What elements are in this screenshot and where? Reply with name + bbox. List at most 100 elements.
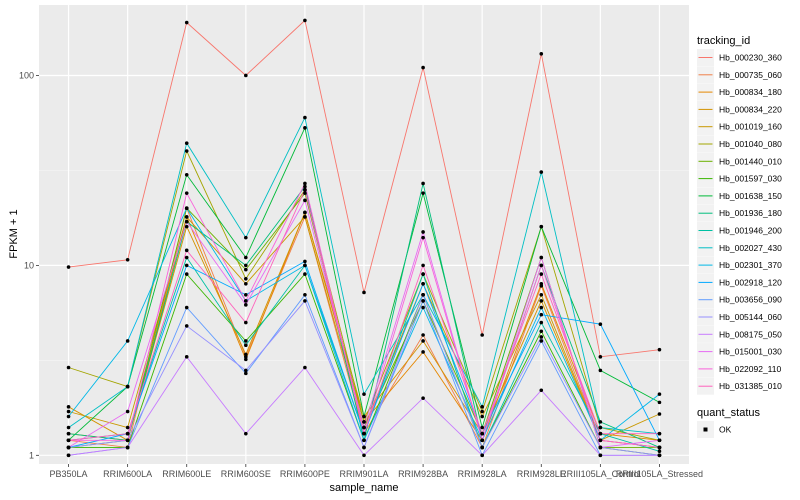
x-tick-label: RRIM928LA — [458, 469, 507, 479]
data-point-Hb_000834_220 — [184, 224, 189, 229]
data-point-Hb_015001_030 — [598, 445, 603, 450]
data-point-Hb_000230_360 — [244, 73, 248, 78]
x-axis-title: sample_name — [329, 482, 398, 494]
legend-label-Hb_031385_010: Hb_031385_010 — [719, 381, 782, 391]
data-point-Hb_022092_110 — [421, 235, 425, 240]
data-point-Hb_000230_360 — [125, 258, 130, 262]
data-point-Hb_031385_010 — [184, 248, 189, 253]
legend-label-Hb_001638_150: Hb_001638_150 — [719, 191, 782, 201]
data-point-Hb_001440_010 — [244, 267, 248, 272]
data-point-Hb_001946_200 — [244, 343, 248, 347]
data-point-Hb_002301_370 — [539, 305, 544, 310]
legend-items: Hb_000230_360 Hb_000735_060 Hb_000834_180 H… — [697, 49, 782, 395]
data-point-Hb_001936_180 — [421, 181, 425, 186]
data-point-Hb_008175_050 — [598, 453, 603, 458]
x-tick-label: RRIM600SE — [221, 469, 271, 479]
data-point-Hb_002301_370 — [184, 206, 189, 211]
data-point-Hb_002027_430 — [125, 384, 130, 389]
legend-label-Hb_008175_050: Hb_008175_050 — [719, 329, 782, 339]
legend-label-Hb_002918_120: Hb_002918_120 — [719, 277, 782, 287]
data-point-Hb_031385_010 — [244, 320, 248, 325]
legend-label-Hb_000834_220: Hb_000834_220 — [719, 104, 782, 114]
data-point-Hb_008175_050 — [362, 453, 366, 458]
data-point-Hb_022092_110 — [244, 299, 248, 303]
legend-label-Hb_022092_110: Hb_022092_110 — [719, 364, 782, 374]
x-tick-label: RRIM600LE — [162, 469, 211, 479]
data-point-Hb_002027_430 — [244, 235, 248, 240]
data-point-Hb_000230_360 — [480, 333, 484, 337]
legend: tracking_id Hb_000230_360Hb_000735_060Hb… — [697, 35, 782, 438]
data-point-Hb_000834_180 — [421, 350, 425, 354]
data-point-Hb_001638_150 — [539, 224, 544, 229]
data-point-Hb_015001_030 — [244, 303, 248, 307]
data-point-Hb_031385_010 — [421, 263, 425, 268]
legend-label-Hb_001019_160: Hb_001019_160 — [719, 122, 782, 132]
data-point-Hb_002918_120 — [244, 293, 248, 297]
data-point-Hb_003656_090 — [421, 299, 425, 303]
data-point-Hb_015001_030 — [125, 409, 130, 414]
data-point-Hb_000735_060 — [421, 333, 425, 337]
data-point-Hb_002301_370 — [421, 305, 425, 310]
data-point-Hb_000834_180 — [244, 357, 248, 362]
data-point-Hb_031385_010 — [362, 431, 366, 436]
data-point-Hb_001638_150 — [480, 425, 484, 430]
data-point-Hb_000230_360 — [303, 18, 307, 23]
data-point-Hb_003656_090 — [539, 339, 544, 343]
data-point-Hb_001946_200 — [539, 320, 544, 325]
data-point-Hb_008175_050 — [539, 388, 544, 393]
data-point-Hb_001638_150 — [244, 255, 248, 260]
x-tick-label: RRIII105LA_Stressed — [616, 469, 703, 479]
legend-label-Hb_001597_030: Hb_001597_030 — [719, 174, 782, 184]
data-point-Hb_031385_010 — [598, 431, 603, 436]
data-point-Hb_001638_150 — [657, 400, 662, 405]
data-point-Hb_015001_030 — [184, 219, 189, 224]
x-tick-label: RRIII105LA_Control — [560, 469, 641, 479]
data-point-Hb_000834_220 — [303, 210, 307, 215]
data-point-Hb_002027_430 — [362, 392, 366, 396]
data-point-Hb_002301_370 — [125, 339, 130, 343]
data-point-Hb_001597_030 — [539, 329, 544, 334]
data-point-Hb_022092_110 — [480, 438, 484, 443]
data-point-Hb_031385_010 — [480, 431, 484, 436]
x-tick-label: RRIM928LE — [517, 469, 566, 479]
data-point-Hb_003656_090 — [303, 293, 307, 297]
data-point-Hb_002918_120 — [421, 281, 425, 286]
data-point-Hb_031385_010 — [303, 188, 307, 192]
data-point-Hb_001040_080 — [362, 420, 366, 424]
data-point-Hb_002027_430 — [184, 141, 189, 145]
data-point-Hb_022092_110 — [657, 445, 662, 450]
data-point-Hb_001040_080 — [244, 276, 248, 281]
data-point-Hb_008175_050 — [66, 453, 71, 458]
data-point-Hb_005144_060 — [421, 293, 425, 297]
data-point-Hb_015001_030 — [657, 438, 662, 443]
data-point-Hb_002918_120 — [303, 259, 307, 264]
y-axis: 1 10 100 — [19, 70, 39, 460]
x-tick-label: RRIM600PE — [280, 469, 330, 479]
data-point-Hb_000230_360 — [539, 52, 544, 56]
legend-label-Hb_005144_060: Hb_005144_060 — [719, 312, 782, 322]
data-point-Hb_002027_430 — [480, 405, 484, 409]
data-point-Hb_022092_110 — [184, 191, 189, 195]
data-point-Hb_015001_030 — [66, 445, 71, 450]
data-point-Hb_001019_160 — [184, 215, 189, 219]
data-point-Hb_008175_050 — [421, 396, 425, 400]
y-tick-label: 100 — [19, 70, 34, 80]
data-point-Hb_002301_370 — [303, 263, 307, 268]
data-point-Hb_031385_010 — [657, 431, 662, 436]
data-point-Hb_001440_010 — [303, 191, 307, 195]
data-point-Hb_001946_200 — [421, 272, 425, 276]
data-point-Hb_002918_120 — [184, 263, 189, 268]
data-point-Hb_000834_220 — [244, 352, 248, 357]
data-point-Hb_008175_050 — [657, 453, 662, 458]
data-point-Hb_002301_370 — [66, 414, 71, 419]
data-point-Hb_002918_120 — [598, 322, 603, 327]
data-point-Hb_005144_060 — [539, 335, 544, 339]
data-point-Hb_022092_110 — [125, 438, 130, 443]
data-point-Hb_001936_180 — [244, 263, 248, 268]
legend-label-Hb_002301_370: Hb_002301_370 — [719, 260, 782, 270]
legend-color-title: tracking_id — [697, 35, 750, 47]
data-point-Hb_002918_120 — [539, 312, 544, 317]
data-point-Hb_000735_060 — [244, 355, 248, 359]
x-tick-label: RRIM901LA — [339, 469, 388, 479]
data-point-Hb_000230_360 — [657, 347, 662, 352]
